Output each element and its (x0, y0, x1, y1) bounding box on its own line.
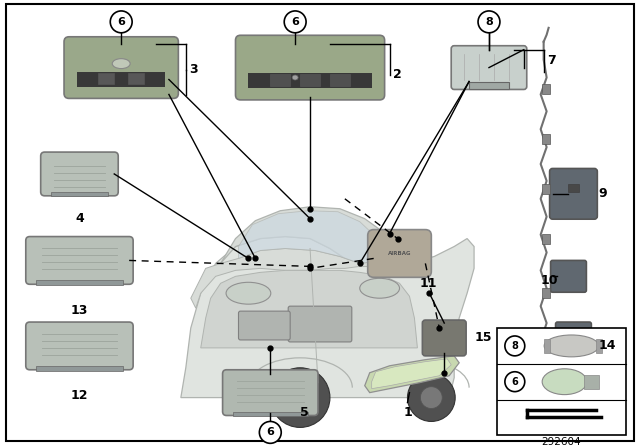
FancyBboxPatch shape (64, 37, 179, 99)
Bar (330, 73, 350, 86)
Polygon shape (365, 356, 459, 392)
Circle shape (420, 387, 442, 409)
Circle shape (505, 372, 525, 392)
Text: 15: 15 (474, 332, 492, 345)
FancyBboxPatch shape (451, 46, 527, 90)
Ellipse shape (542, 369, 587, 395)
Text: 8: 8 (511, 341, 518, 351)
Polygon shape (181, 237, 474, 397)
Bar (541, 338, 550, 348)
Bar (248, 73, 372, 88)
Ellipse shape (544, 335, 599, 357)
Text: 9: 9 (598, 187, 607, 200)
Bar (51, 192, 108, 196)
Circle shape (478, 11, 500, 33)
Bar (77, 72, 165, 87)
Text: 3: 3 (189, 63, 197, 76)
Text: 12: 12 (70, 389, 88, 402)
Text: 10: 10 (541, 274, 559, 287)
Circle shape (286, 383, 314, 412)
FancyBboxPatch shape (368, 230, 431, 277)
Polygon shape (221, 207, 410, 267)
Bar (541, 288, 550, 298)
FancyBboxPatch shape (556, 322, 591, 354)
Text: 6: 6 (291, 17, 299, 27)
Text: 8: 8 (485, 17, 493, 27)
Polygon shape (372, 359, 451, 389)
FancyBboxPatch shape (41, 152, 118, 196)
Polygon shape (191, 249, 392, 308)
Text: AIRBAG: AIRBAG (388, 251, 412, 256)
FancyBboxPatch shape (288, 306, 352, 342)
Circle shape (505, 336, 525, 356)
FancyBboxPatch shape (550, 260, 586, 292)
Bar (497, 328, 626, 435)
Polygon shape (239, 211, 390, 263)
Bar (584, 375, 599, 389)
Bar (36, 366, 123, 371)
Ellipse shape (360, 278, 399, 298)
FancyBboxPatch shape (26, 237, 133, 284)
Text: 13: 13 (71, 304, 88, 317)
FancyBboxPatch shape (223, 370, 318, 415)
Text: 6: 6 (117, 17, 125, 27)
Bar (300, 73, 320, 86)
Ellipse shape (226, 282, 271, 304)
Polygon shape (392, 250, 415, 267)
Circle shape (408, 374, 455, 422)
FancyBboxPatch shape (236, 35, 385, 100)
Text: 11: 11 (419, 277, 437, 290)
Circle shape (284, 11, 306, 33)
Bar (270, 73, 290, 86)
Bar (541, 184, 550, 194)
Polygon shape (201, 270, 417, 348)
Text: 4: 4 (75, 212, 84, 225)
Bar (232, 412, 308, 417)
Text: 6: 6 (266, 427, 274, 437)
Text: 6: 6 (511, 377, 518, 387)
Bar (128, 73, 144, 85)
Bar (541, 134, 550, 144)
Bar (99, 73, 115, 85)
Text: 2: 2 (392, 68, 401, 81)
FancyBboxPatch shape (239, 311, 290, 340)
Bar (36, 280, 123, 285)
Text: 7: 7 (547, 54, 556, 67)
Bar (541, 85, 550, 95)
Bar (543, 339, 550, 353)
Bar (469, 82, 509, 90)
Text: 292604: 292604 (541, 437, 581, 448)
Text: 14: 14 (598, 340, 616, 353)
FancyBboxPatch shape (422, 320, 466, 356)
Text: 1: 1 (403, 406, 412, 419)
Ellipse shape (112, 59, 130, 69)
Bar (568, 184, 579, 192)
Bar (541, 233, 550, 244)
Text: 5: 5 (300, 406, 309, 419)
Circle shape (259, 422, 281, 444)
Bar (596, 339, 602, 353)
Bar (541, 388, 550, 397)
Circle shape (270, 368, 330, 427)
Ellipse shape (292, 75, 298, 80)
Circle shape (110, 11, 132, 33)
FancyBboxPatch shape (550, 168, 597, 219)
FancyBboxPatch shape (26, 322, 133, 370)
